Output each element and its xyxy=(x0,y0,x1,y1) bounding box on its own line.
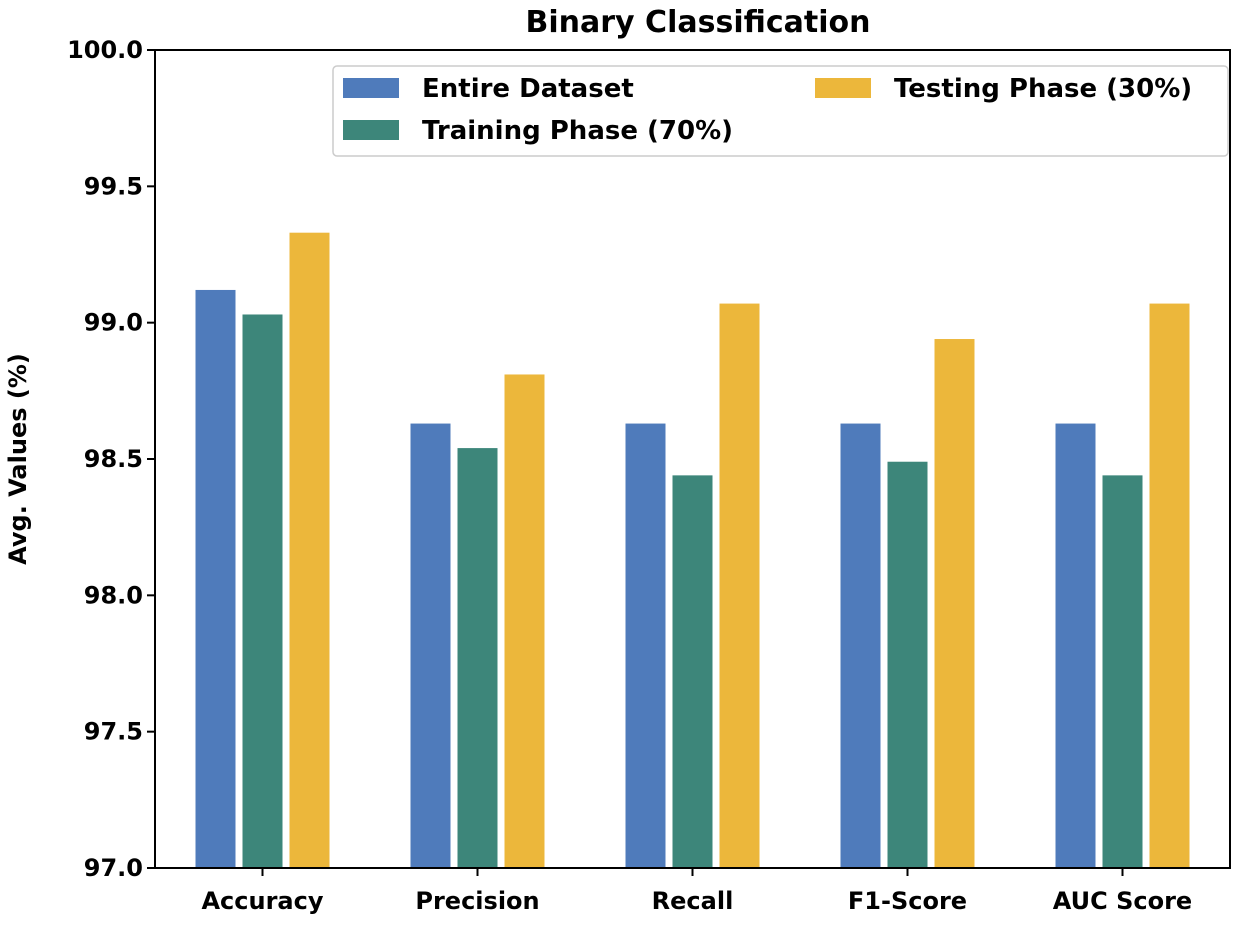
y-tick-label: 98.0 xyxy=(84,581,143,609)
bar-precision-series-1 xyxy=(410,423,451,868)
bar-recall-series-1 xyxy=(625,423,666,868)
legend-swatch xyxy=(815,78,871,98)
y-tick-label: 97.5 xyxy=(84,718,143,746)
legend-label: Testing Phase (30%) xyxy=(894,74,1192,104)
y-tick-label: 99.5 xyxy=(84,172,143,200)
bars-layer xyxy=(195,232,1190,869)
x-tick-label: Accuracy xyxy=(201,887,323,915)
bar-accuracy-series-3 xyxy=(289,232,330,869)
axes-layer: 97.0 97.5 98.0 98.5 99.0 99.5 100.0 Accuracy Pre… xyxy=(67,36,1231,915)
x-tick-label: Recall xyxy=(652,887,734,915)
legend-swatch xyxy=(343,78,399,98)
y-tick-label: 98.5 xyxy=(84,445,143,473)
bar-auc-score-series-3 xyxy=(1149,303,1190,869)
y-tick-label: 97.0 xyxy=(84,854,143,882)
bar-accuracy-series-2 xyxy=(242,314,283,868)
bar-precision-series-2 xyxy=(457,448,498,868)
legend-label: Training Phase (70%) xyxy=(422,116,733,146)
bar-auc-score-series-2 xyxy=(1102,475,1143,868)
bar-f1-score-series-3 xyxy=(934,339,975,868)
bar-f1-score-series-1 xyxy=(840,423,881,868)
x-tick-label: AUC Score xyxy=(1053,887,1192,915)
legend-swatch xyxy=(343,120,399,140)
x-tick-label: Precision xyxy=(415,887,539,915)
legend: Entire Dataset Training Phase (70%) Testin… xyxy=(332,65,1229,157)
y-axis-label: Avg. Values (%) xyxy=(4,353,32,565)
y-tick-label: 99.0 xyxy=(84,309,143,337)
chart-title: Binary Classification xyxy=(526,5,871,40)
bar-recall-series-3 xyxy=(719,303,760,869)
x-tick-label: F1-Score xyxy=(848,887,967,915)
bar-f1-score-series-2 xyxy=(887,461,928,868)
bar-precision-series-3 xyxy=(504,374,545,868)
legend-box xyxy=(332,65,1229,157)
legend-label: Entire Dataset xyxy=(422,74,634,104)
y-tick-label: 100.0 xyxy=(67,36,143,64)
bar-auc-score-series-1 xyxy=(1055,423,1096,868)
bar-accuracy-series-1 xyxy=(195,289,236,868)
bar-recall-series-2 xyxy=(672,475,713,868)
